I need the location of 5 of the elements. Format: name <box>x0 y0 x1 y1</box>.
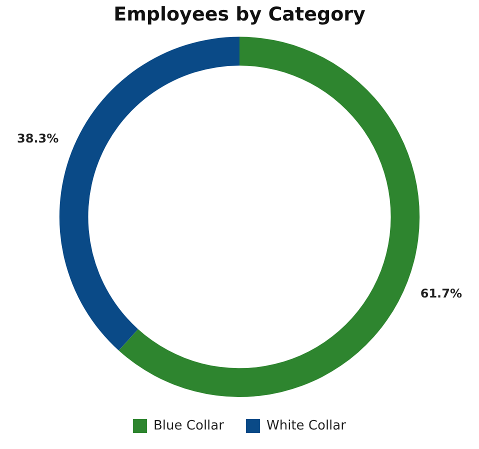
data-label: 61.7% <box>420 286 462 301</box>
chart-title: Employees by Category <box>114 3 366 26</box>
data-label: 38.3% <box>17 131 59 146</box>
legend-label: White Collar <box>266 418 347 434</box>
legend-label: Blue Collar <box>154 418 225 434</box>
